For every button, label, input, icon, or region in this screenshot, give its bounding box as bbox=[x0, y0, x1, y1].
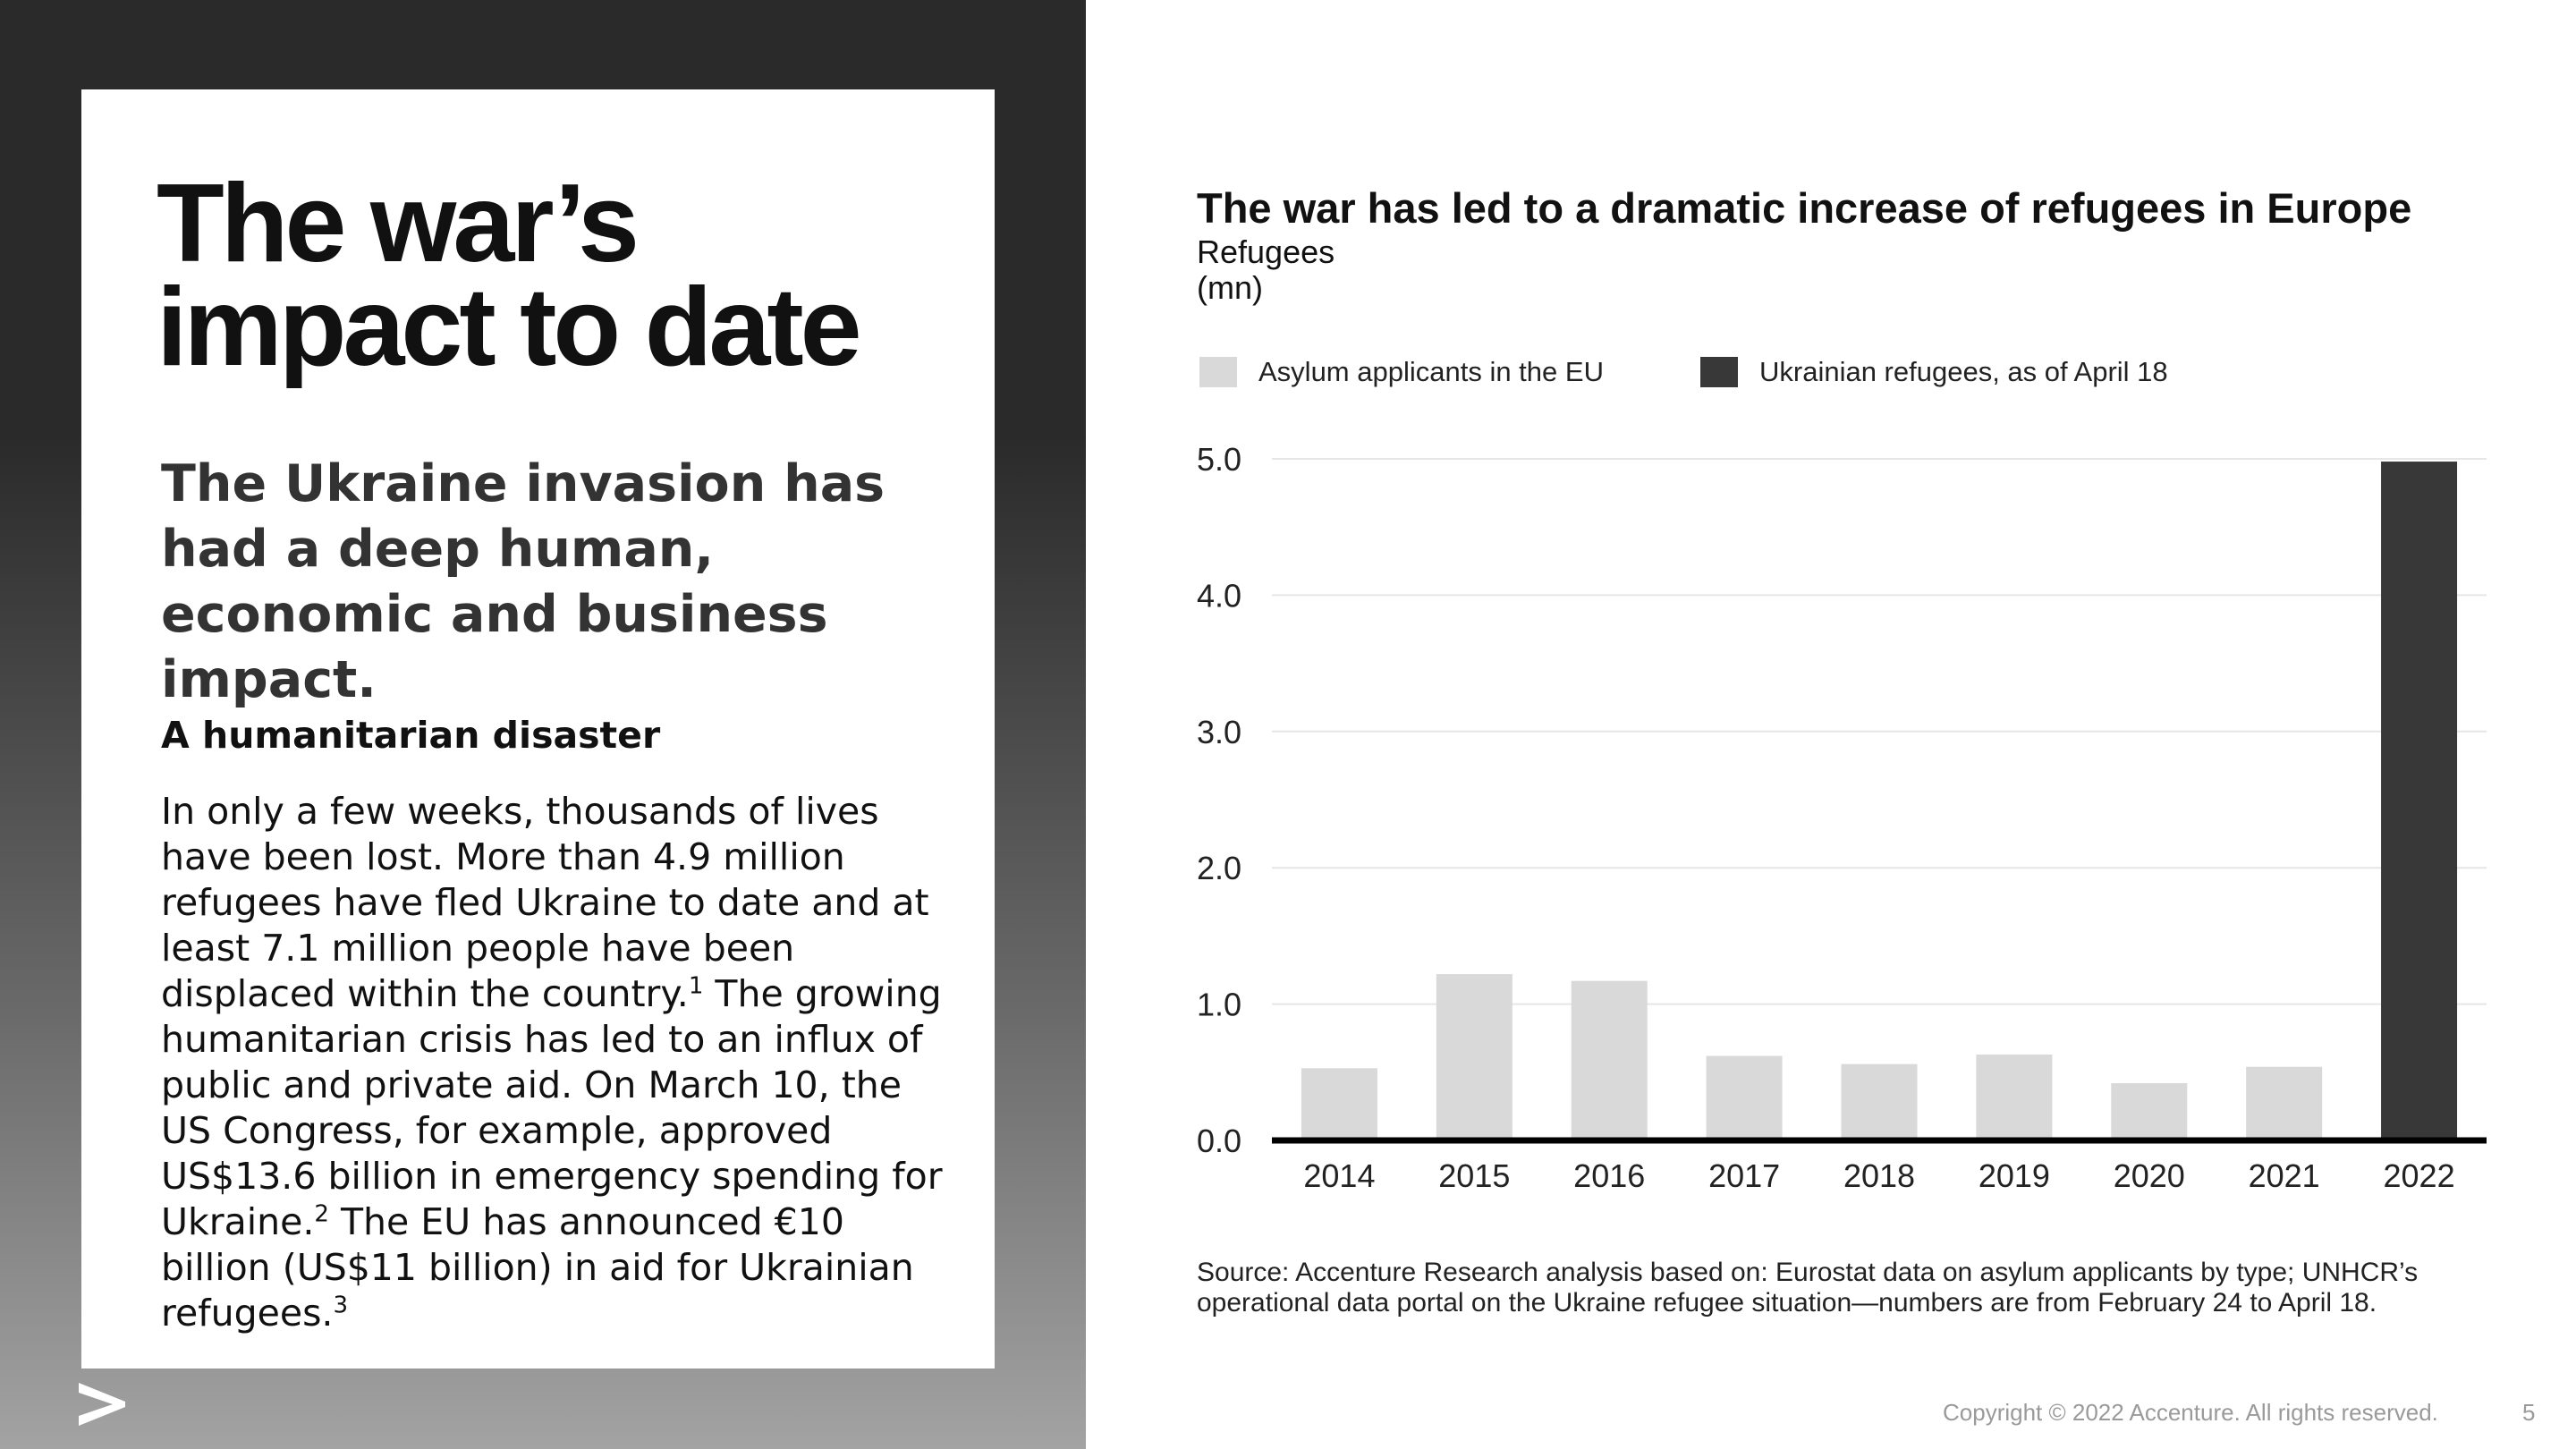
legend-swatch-asylum bbox=[1199, 357, 1237, 387]
y-tick-label: 0.0 bbox=[1197, 1123, 1241, 1159]
y-tick-label: 2.0 bbox=[1197, 850, 1241, 886]
footnote-ref-1: 1 bbox=[688, 972, 704, 1000]
y-tick-label: 4.0 bbox=[1197, 577, 1241, 614]
x-tick-label: 2019 bbox=[1979, 1157, 2050, 1194]
legend-label-asylum: Asylum applicants in the EU bbox=[1258, 356, 1604, 387]
bar-asylum-2019 bbox=[1976, 1054, 2053, 1140]
footnote-ref-3: 3 bbox=[333, 1292, 349, 1319]
bar-asylum-2015 bbox=[1436, 974, 1513, 1140]
body-text-3: The EU has announced €10 billion (US$11 … bbox=[161, 1200, 914, 1335]
lead-text: The Ukraine invasion has had a deep huma… bbox=[161, 454, 886, 709]
bar-asylum-2020 bbox=[2111, 1082, 2188, 1140]
y-tick-label: 1.0 bbox=[1197, 987, 1241, 1023]
x-tick-label: 2017 bbox=[1708, 1157, 1780, 1194]
x-tick-label: 2021 bbox=[2249, 1157, 2320, 1194]
chart-title: The war has led to a dramatic increase o… bbox=[1197, 184, 2412, 232]
y-axis-label-line-1: Refugees bbox=[1197, 233, 1335, 270]
x-tick-label: 2020 bbox=[2114, 1157, 2185, 1194]
body-paragraph: In only a few weeks, thousands of lives … bbox=[161, 789, 948, 1336]
legend-item-asylum: Asylum applicants in the EU bbox=[1199, 356, 1604, 388]
legend-swatch-ukrainian bbox=[1700, 357, 1738, 387]
y-tick-label: 5.0 bbox=[1197, 441, 1241, 478]
page-number: 5 bbox=[2522, 1399, 2536, 1426]
y-axis-label: Refugees (mn) bbox=[1197, 234, 1335, 306]
body-text-2: The growing humanitarian crisis has led … bbox=[161, 972, 943, 1243]
text-card: The war’s impact to date The Ukraine inv… bbox=[81, 89, 995, 1368]
y-tick-label: 3.0 bbox=[1197, 714, 1241, 750]
bar-asylum-2016 bbox=[1571, 980, 1648, 1140]
accenture-chevron-icon bbox=[79, 1383, 125, 1426]
legend-label-ukrainian: Ukrainian refugees, as of April 18 bbox=[1759, 356, 2168, 387]
x-tick-label: 2015 bbox=[1438, 1157, 1510, 1194]
y-axis-label-line-2: (mn) bbox=[1197, 269, 1263, 306]
bar-asylum-2021 bbox=[2246, 1066, 2323, 1140]
x-tick-label: 2022 bbox=[2384, 1157, 2455, 1194]
left-panel: The war’s impact to date The Ukraine inv… bbox=[0, 0, 1086, 1449]
bar-asylum-2014 bbox=[1301, 1068, 1377, 1140]
copyright: Copyright © 2022 Accenture. All rights r… bbox=[1943, 1399, 2438, 1426]
x-tick-label: 2014 bbox=[1303, 1157, 1375, 1194]
page-title: The war’s impact to date bbox=[157, 162, 862, 389]
bar-ukrainian-2022 bbox=[2381, 462, 2458, 1140]
x-tick-label: 2016 bbox=[1573, 1157, 1645, 1194]
body-text-1: In only a few weeks, thousands of lives … bbox=[161, 790, 929, 1015]
legend-item-ukrainian: Ukrainian refugees, as of April 18 bbox=[1700, 356, 2168, 388]
bar-asylum-2017 bbox=[1706, 1055, 1783, 1140]
section-heading: A humanitarian disaster bbox=[161, 714, 661, 757]
source-note: Source: Accenture Research analysis base… bbox=[1197, 1258, 2419, 1318]
x-tick-label: 2018 bbox=[1843, 1157, 1915, 1194]
bar-chart: 0.0 1.0 2.0 3.0 4.0 5.0 2014 2015 2016 2017 2018 20… bbox=[1197, 441, 2487, 1194]
footnote-ref-2: 2 bbox=[314, 1200, 329, 1228]
bar-asylum-2018 bbox=[1841, 1063, 1918, 1140]
